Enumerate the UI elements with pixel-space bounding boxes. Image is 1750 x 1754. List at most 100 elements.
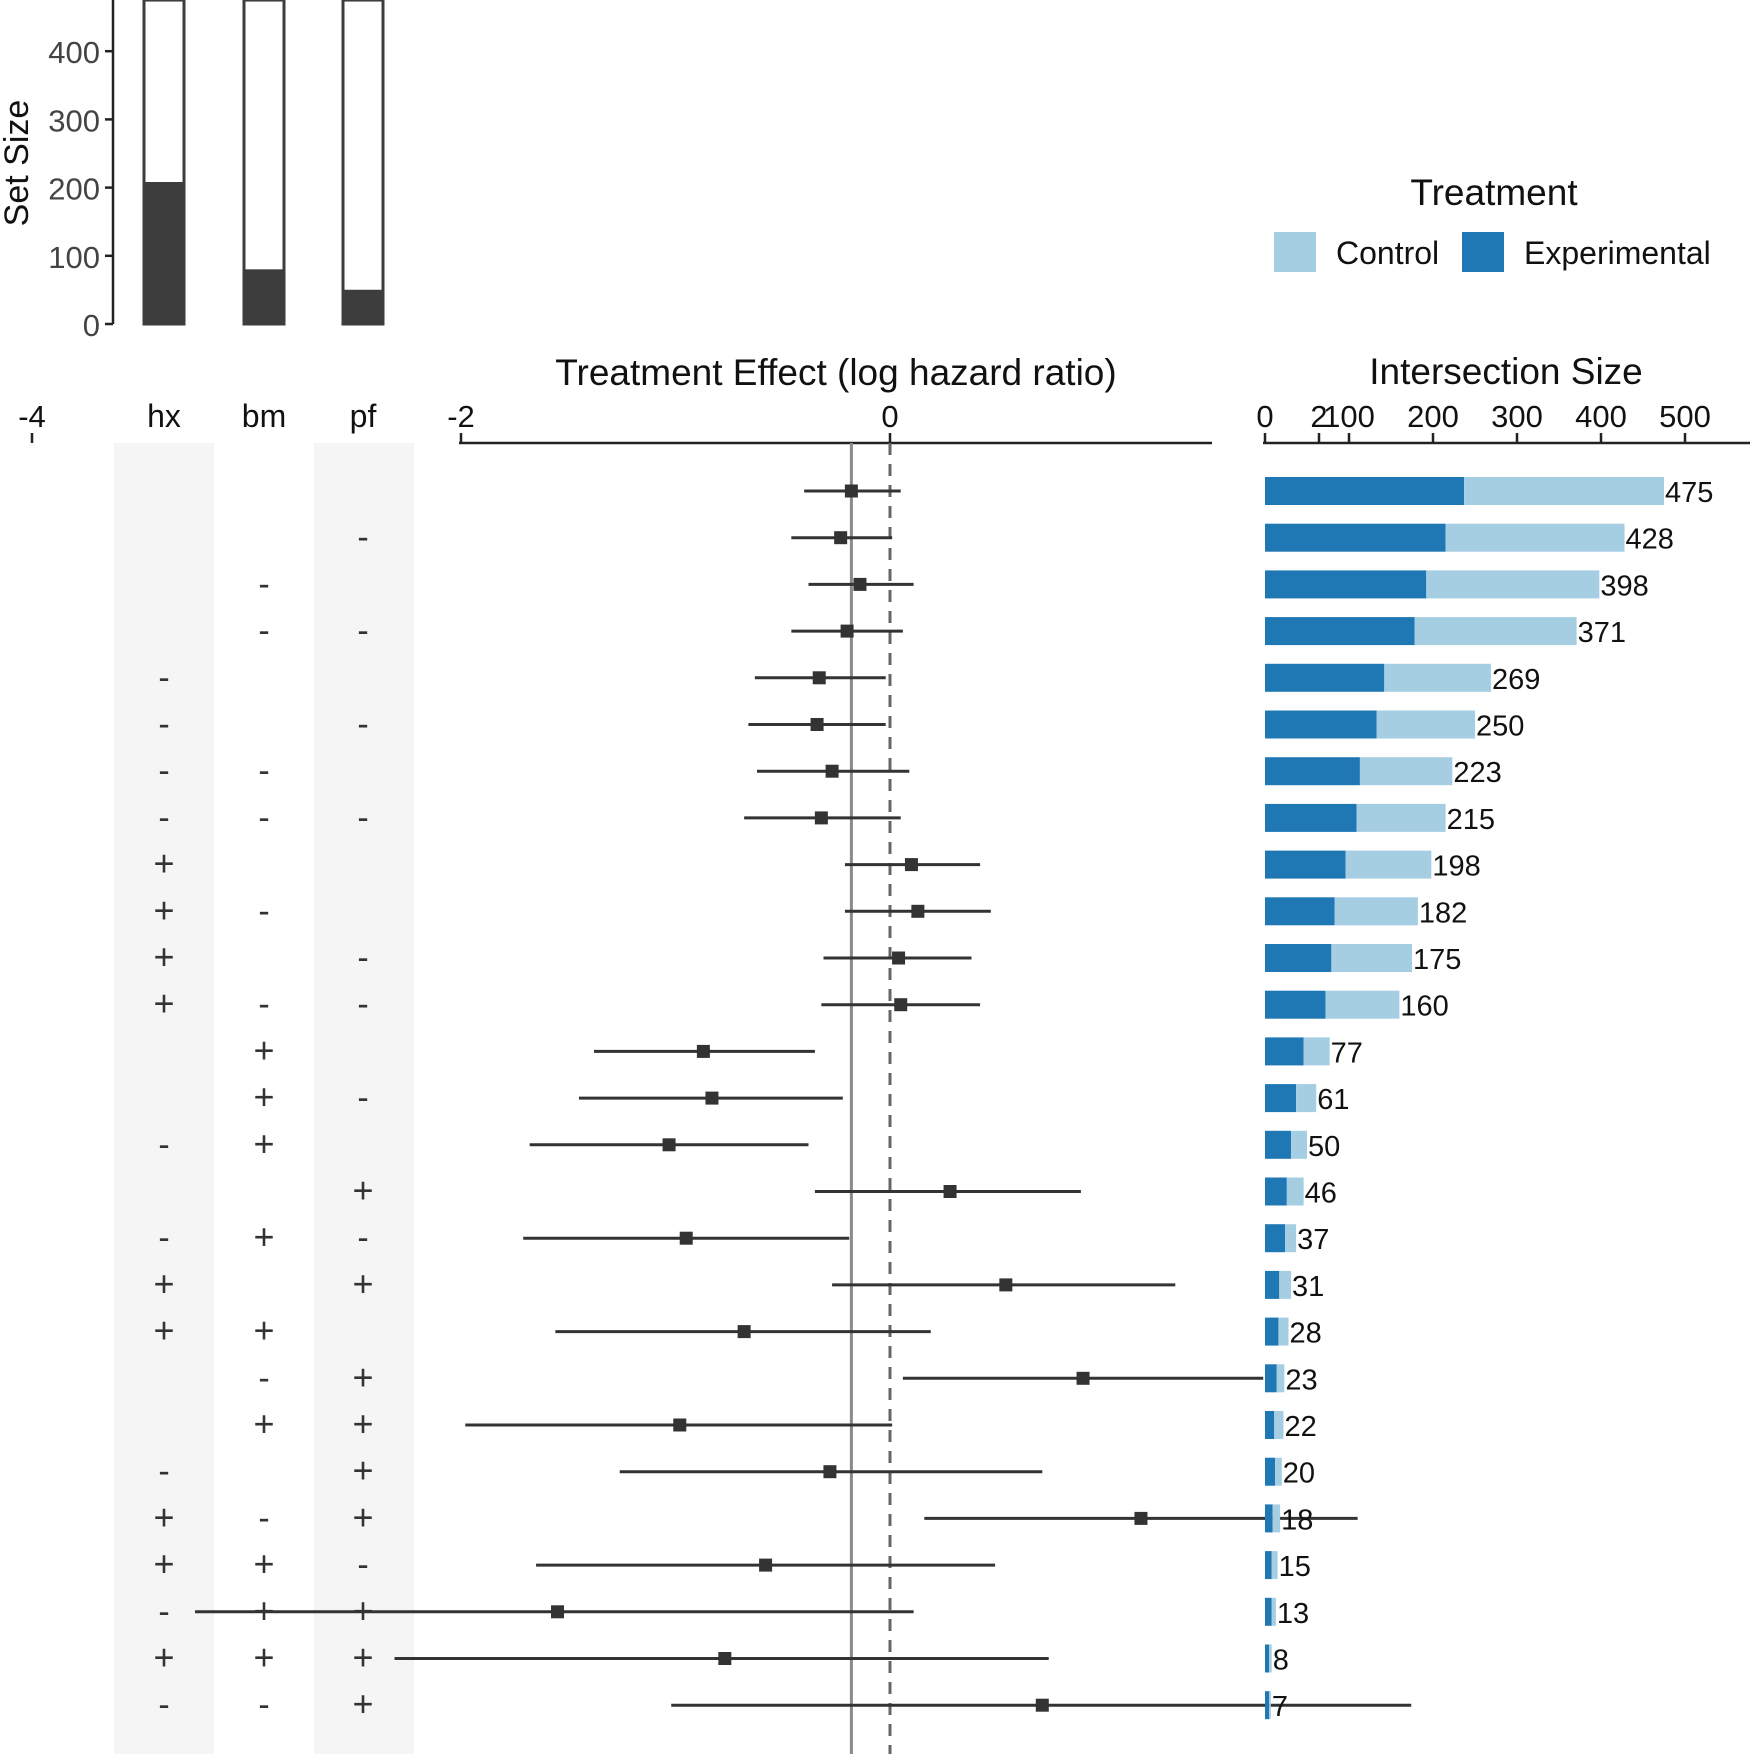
intersection-bar-control (1271, 1551, 1278, 1580)
forest-points (195, 484, 1412, 1712)
forest-point-estimate (810, 718, 824, 731)
intersection-bar-experimental (1265, 990, 1326, 1019)
intersection-bar-label: 13 (1277, 1598, 1309, 1630)
set-size-axis-title: Set Size (0, 100, 36, 227)
intersection-bar-label: 198 (1432, 851, 1480, 883)
legend-label-control: Control (1336, 235, 1439, 271)
intersection-bar-control (1376, 710, 1475, 739)
matrix-plus-cell: + (153, 843, 174, 884)
intersection-bar-experimental (1265, 897, 1335, 926)
forest-point-estimate (999, 1278, 1013, 1292)
forest-tick-label: 0 (881, 399, 898, 434)
forest-tick-label: -2 (447, 399, 475, 434)
intersection-bar-experimental (1265, 1597, 1272, 1626)
forest-point-estimate (834, 531, 848, 545)
legend-swatch-experimental (1462, 232, 1504, 272)
intersection-bar-label: 160 (1400, 991, 1448, 1023)
set-size-tick-label: 300 (48, 103, 100, 138)
intersection-bar-experimental (1265, 1037, 1304, 1066)
matrix-minus-cell: - (357, 799, 368, 837)
intersection-bar-control (1269, 1691, 1271, 1720)
set-size-tick-label: 0 (83, 308, 100, 343)
intersection-bar-control (1334, 897, 1418, 926)
intersection-bar-experimental (1265, 1551, 1272, 1580)
matrix-header-pf: pf (350, 398, 377, 434)
forest-point-estimate (911, 904, 925, 918)
forest-point-estimate (825, 764, 839, 778)
matrix-minus-cell: - (357, 612, 368, 650)
intersection-bars: 475 428 398 371 269 250 223 215 198 182 175 160 77 61… (1265, 477, 1713, 1723)
set-size-bar-fill (242, 269, 286, 326)
intersection-bar-label: 475 (1665, 477, 1713, 509)
intersection-bar-experimental (1265, 1364, 1277, 1393)
matrix-minus-cell: - (258, 1499, 269, 1537)
matrix-shade-pf (314, 443, 414, 1754)
matrix-minus-cell: - (357, 519, 368, 557)
intersection-bar-control (1384, 663, 1491, 692)
forest-tick-label: -4 (18, 399, 46, 434)
matrix-minus-cell: - (158, 1453, 169, 1491)
intersection-bar-control (1303, 1037, 1330, 1066)
set-size-bar-fill (142, 182, 186, 326)
intersection-bar-experimental (1265, 617, 1415, 646)
forest-axis-title: Treatment Effect (log hazard ratio) (555, 352, 1116, 393)
intersection-tick-label: 500 (1659, 399, 1711, 434)
intersection-bar-label: 250 (1476, 711, 1524, 743)
matrix-plus-cell: + (153, 983, 174, 1024)
matrix-plus-cell: + (153, 1543, 174, 1584)
forest-point-estimate (1035, 1698, 1049, 1712)
intersection-bar-experimental (1265, 1317, 1279, 1346)
intersection-tick-label: 400 (1575, 399, 1627, 434)
intersection-bar-label: 223 (1453, 757, 1501, 789)
intersection-bar-control (1356, 803, 1446, 832)
set-size-tick-label: 400 (48, 35, 100, 70)
forest-point-estimate (844, 484, 858, 498)
intersection-bar-experimental (1265, 710, 1377, 739)
intersection-bar-control (1276, 1364, 1285, 1393)
intersection-bar-control (1331, 944, 1412, 972)
intersection-bar-experimental (1265, 1644, 1270, 1673)
matrix-minus-cell: - (357, 1219, 368, 1257)
intersection-bar-experimental (1265, 944, 1332, 972)
intersection-bar-experimental (1265, 757, 1360, 786)
intersection-size-title: Intersection Size (1369, 351, 1643, 392)
forest-tick-label: 2 (1310, 399, 1327, 434)
matrix-plus-cell: + (352, 1263, 373, 1304)
intersection-bar-label: 46 (1305, 1178, 1337, 1210)
intersection-bar-label: 77 (1331, 1037, 1363, 1069)
forest-point-estimate (696, 1044, 710, 1058)
matrix-minus-cell: - (357, 986, 368, 1024)
matrix-minus-cell: - (158, 1593, 169, 1631)
intersection-bar-experimental (1265, 1457, 1276, 1486)
set-size-y-ticks: 0 100 200 300 400 (48, 35, 113, 343)
set-size-panel: Set Size 0 100 200 300 400 (0, 0, 385, 343)
intersection-bar-label: 20 (1283, 1458, 1315, 1490)
matrix-plus-cell: + (153, 889, 174, 930)
matrix-minus-cell: - (258, 1359, 269, 1397)
intersection-bar-experimental (1265, 1177, 1287, 1206)
legend-swatch-control (1274, 232, 1316, 272)
set-size-bar-outline (341, 0, 385, 326)
intersection-bar-label: 175 (1413, 944, 1461, 976)
matrix-minus-cell: - (357, 939, 368, 977)
intersection-bar-control (1274, 1411, 1284, 1439)
intersection-bar-label: 23 (1285, 1364, 1317, 1396)
intersection-bar-label: 15 (1279, 1551, 1311, 1583)
matrix-cells: - - - - - - - - - - - - + + - + - + - - + + - - + + - + - + + + + - + + + - + +… (153, 519, 373, 1724)
matrix-minus-cell: - (258, 752, 269, 790)
set-size-bars (142, 0, 385, 326)
forest-point-estimate (673, 1418, 687, 1432)
set-size-bar-fill (341, 289, 385, 326)
intersection-bar-control (1414, 617, 1577, 646)
matrix-minus-cell: - (258, 612, 269, 650)
forest-x-ticks: -4 -2 0 2 (18, 399, 1328, 443)
intersection-bar-experimental (1265, 570, 1427, 599)
matrix-header-hx: hx (147, 398, 181, 434)
intersection-bar-experimental (1265, 1691, 1270, 1720)
intersection-bar-label: 28 (1290, 1318, 1322, 1350)
matrix-minus-cell: - (158, 659, 169, 697)
matrix-minus-cell: - (158, 706, 169, 744)
forest-point-estimate (1076, 1371, 1090, 1385)
intersection-tick-label: 200 (1407, 399, 1459, 434)
